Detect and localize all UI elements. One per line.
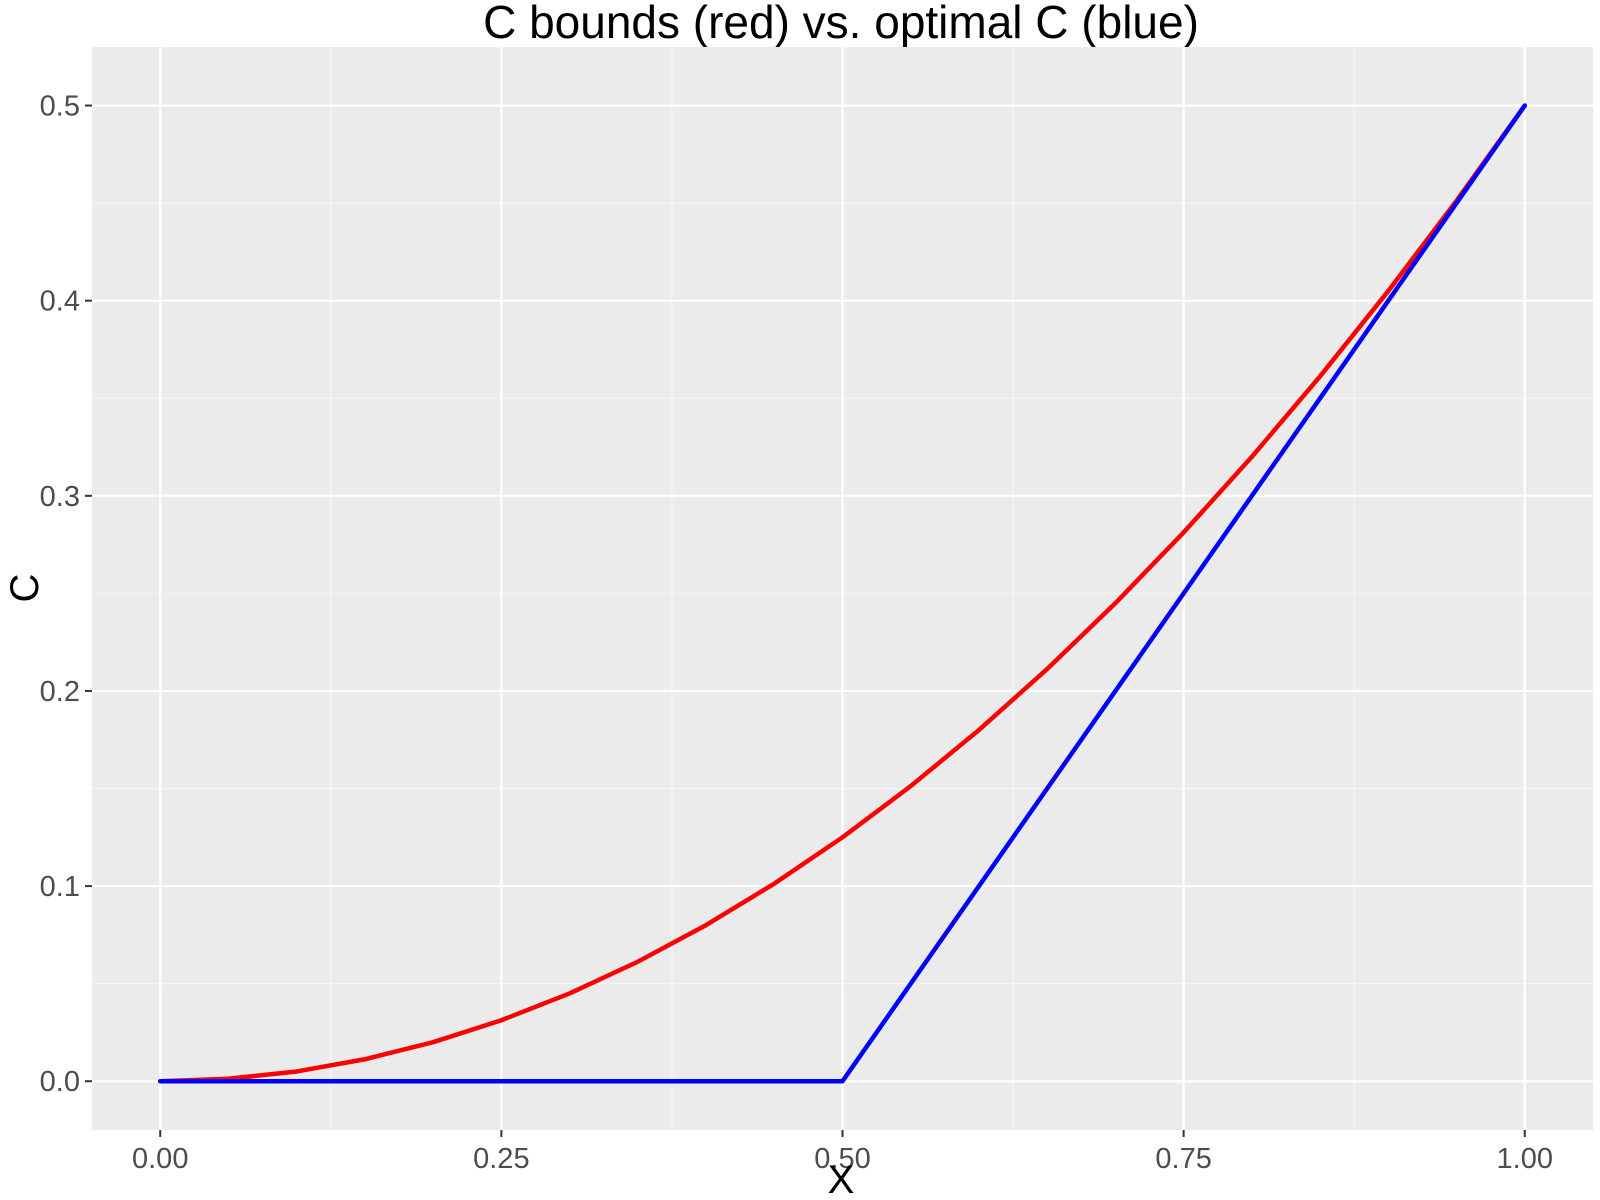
axis-ticks: 0.00 0.25 0.50 0.75 1.00 0.0 0.1 0.2 0.3 0.4 0.5 [40, 91, 1553, 1175]
y-tick-label: 0.0 [40, 1066, 80, 1098]
y-tick-label: 0.3 [40, 481, 80, 513]
series-line-red [157, 103, 1528, 1084]
x-tick-label: 1.00 [1497, 1143, 1553, 1175]
y-tick-label: 0.5 [40, 91, 80, 123]
y-tick-label: 0.1 [40, 871, 80, 903]
x-tick-label: 0.00 [132, 1143, 188, 1175]
y-axis-title: C [3, 574, 47, 603]
x-tick-label: 0.50 [814, 1143, 870, 1175]
x-axis-title: X [828, 1158, 855, 1200]
x-tick-label: 0.75 [1155, 1143, 1211, 1175]
chart-title: C bounds (red) vs. optimal C (blue) [483, 0, 1199, 48]
y-tick-label: 0.4 [40, 286, 80, 318]
y-tick-label: 0.2 [40, 676, 80, 708]
x-tick-label: 0.25 [473, 1143, 529, 1175]
series-line-blue [157, 103, 1528, 1084]
series-layer [157, 103, 1528, 1084]
